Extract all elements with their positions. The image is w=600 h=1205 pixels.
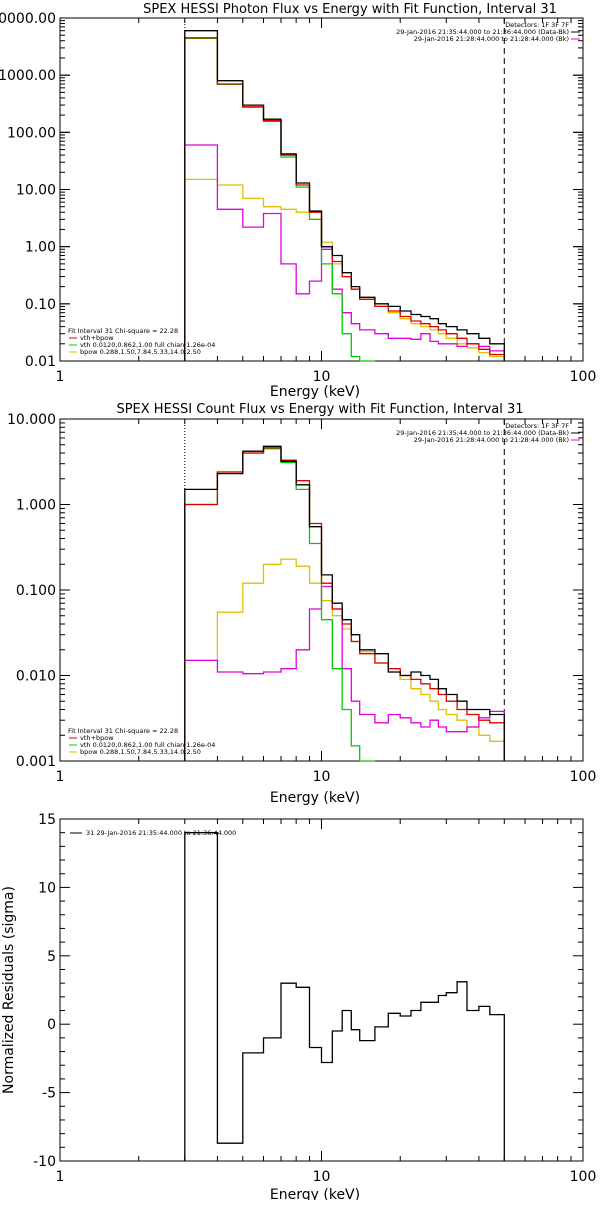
count-flux-legend-bottom: Fit Interval 31 Chi-square = 22.28vth+bp… [68, 727, 215, 756]
y-tick-label: 0 [47, 1017, 56, 1033]
residuals-y-axis-label: Normalized Residuals (sigma) [1, 886, 17, 1094]
count-flux-series-bpow [184, 558, 505, 761]
photon-flux-x-tick-labels: 1 10 100 [56, 369, 597, 385]
legend-text: Fit Interval 31 Chi-square = 22.28 [68, 327, 178, 335]
legend-text: bpow 0.288,1.50,7.84,5.33,14.0,2.50 [80, 348, 201, 356]
residuals-series [184, 832, 505, 1161]
legend-text: Detectors: 1F 3F 7F [505, 422, 569, 430]
count-flux-x-tick-labels: 1 10 100 [56, 769, 597, 785]
x-tick-label: 10 [313, 1169, 331, 1185]
residuals-panel: 15 10 5 0 -5 -10 1 10 100 Energy (keV) Normaliz… [1, 812, 597, 1203]
residuals-y-tick-labels: 15 10 5 0 -5 -10 [33, 812, 56, 1170]
legend-text: 29-Jan-2016 21:28:44.000 to 21:28:44.000… [414, 436, 569, 444]
photon-flux-x-axis-label: Energy (keV) [270, 384, 360, 400]
y-tick-label: 0.100 [16, 583, 56, 599]
count-flux-series [184, 419, 505, 762]
y-tick-label: 10 [38, 880, 56, 896]
photon-flux-ticks [59, 17, 584, 362]
x-tick-label: 10 [313, 369, 331, 385]
photon-flux-title: SPEX HESSI Photon Flux vs Energy with Fi… [143, 2, 557, 17]
y-tick-label: 1.000 [16, 498, 56, 514]
count-flux-x-axis-label: Energy (keV) [270, 790, 360, 806]
y-tick-label: 1.00 [25, 240, 56, 256]
y-tick-label: 15 [38, 812, 56, 828]
y-tick-label: 0.010 [16, 669, 56, 685]
legend-text: 29-Jan-2016 21:35:44.000 to 21:36:44.000… [396, 28, 569, 36]
y-tick-label: 1000.00 [0, 68, 56, 84]
legend-text: vth+bpow [80, 334, 114, 342]
y-tick-label: 0.001 [16, 754, 56, 770]
count-flux-series-data [184, 445, 505, 761]
count-flux-panel: SPEX HESSI Count Flux vs Energy with Fit… [7, 402, 596, 806]
y-tick-label: -5 [42, 1086, 56, 1102]
x-tick-label: 1 [56, 369, 65, 385]
residuals-x-tick-labels: 1 10 100 [56, 1169, 597, 1185]
y-tick-label: 10.000 [7, 412, 56, 428]
y-tick-label: 100.00 [7, 125, 56, 141]
count-flux-y-tick-labels: 10.000 1.000 0.100 0.010 0.001 [7, 412, 56, 770]
x-tick-label: 1 [56, 769, 65, 785]
y-tick-label: 5 [47, 949, 56, 965]
residuals-x-axis-label: Energy (keV) [270, 1187, 360, 1200]
photon-flux-series-bk [184, 144, 505, 361]
legend-text: Fit Interval 31 Chi-square = 22.28 [68, 727, 178, 735]
x-tick-label: 100 [570, 769, 597, 785]
x-tick-label: 100 [570, 1169, 597, 1185]
photon-flux-legend-bottom: Fit Interval 31 Chi-square = 22.28vth+bp… [68, 327, 215, 356]
legend-text: 29-Jan-2016 21:28:44.000 to 21:28:44.000… [414, 35, 569, 43]
y-tick-label: 10.00 [16, 183, 56, 199]
y-tick-label: -10 [33, 1154, 56, 1170]
x-tick-label: 100 [570, 369, 597, 385]
count-flux-title: SPEX HESSI Count Flux vs Energy with Fit… [116, 402, 523, 417]
legend-text: Detectors: 1F 3F 7F [505, 21, 569, 29]
residuals-series-data [184, 832, 505, 1161]
photon-flux-panel: SPEX HESSI Photon Flux vs Energy with Fi… [0, 2, 596, 400]
legend-text: 29-Jan-2016 21:35:44.000 to 21:36:44.000… [396, 429, 569, 437]
residuals-legend: 31 29-Jan-2016 21:35:44.000 to 21:36:44.… [70, 829, 236, 837]
legend-text: vth 0.0120,0.862,1.00 full chian 1.26e-0… [80, 741, 215, 749]
legend-text: 31 29-Jan-2016 21:35:44.000 to 21:36:44.… [86, 829, 236, 837]
photon-flux-series-data [184, 30, 505, 361]
y-tick-label: 0.10 [25, 297, 56, 313]
y-tick-label: 0.01 [25, 354, 56, 370]
x-tick-label: 1 [56, 1169, 65, 1185]
count-flux-series-vth [184, 448, 375, 762]
legend-text: vth+bpow [80, 734, 114, 742]
count-flux-series-bk [184, 585, 505, 761]
legend-text: vth 0.0120,0.862,1.00 full chian 1.26e-0… [80, 341, 215, 349]
photon-flux-series [184, 18, 505, 362]
legend-text: bpow 0.288,1.50,7.84,5.33,14.0,2.50 [80, 748, 201, 756]
count-flux-ticks [59, 418, 584, 762]
x-tick-label: 10 [313, 769, 331, 785]
